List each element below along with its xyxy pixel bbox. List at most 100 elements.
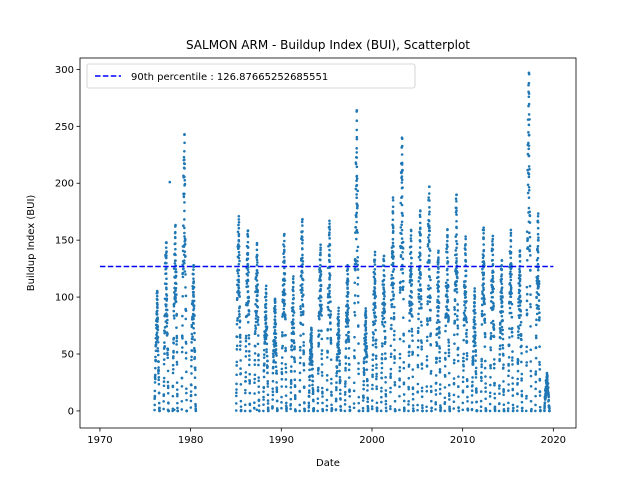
data-point (482, 237, 485, 241)
data-point (235, 322, 239, 326)
data-point (509, 289, 513, 293)
data-point (527, 231, 531, 235)
data-point (482, 228, 486, 232)
data-point (266, 385, 270, 388)
data-point (456, 276, 459, 280)
data-point (326, 329, 330, 332)
data-point (527, 102, 531, 106)
x-tick-label: 2000 (359, 435, 384, 446)
data-point (273, 304, 277, 308)
chart-title: SALMON ARM - Buildup Index (BUI), Scatte… (186, 38, 470, 52)
data-point (491, 240, 494, 243)
data-point (362, 373, 366, 377)
data-point (302, 363, 306, 367)
data-point (356, 283, 360, 286)
data-point (325, 356, 329, 359)
data-point (244, 380, 247, 383)
data-point (455, 206, 458, 210)
data-point (536, 262, 540, 266)
data-point (175, 381, 179, 384)
data-point (521, 406, 524, 410)
data-point (237, 223, 240, 227)
data-point (291, 301, 295, 305)
data-point (409, 245, 413, 248)
data-point (246, 303, 249, 307)
data-point (375, 401, 379, 405)
data-point (446, 301, 449, 304)
data-point (337, 337, 340, 340)
legend-box (86, 63, 416, 89)
data-point (517, 291, 521, 295)
data-point (429, 385, 433, 388)
data-point (380, 342, 384, 345)
data-point (245, 282, 249, 285)
data-point (290, 348, 294, 352)
data-point (528, 244, 532, 248)
data-point (453, 333, 456, 337)
y-tick-label: 250 (55, 122, 74, 133)
data-point (364, 313, 368, 317)
data-point (479, 399, 483, 403)
data-point (430, 406, 433, 410)
data-point (320, 337, 324, 341)
data-point (509, 239, 513, 243)
data-point (254, 326, 258, 330)
data-point (328, 237, 331, 240)
data-point (506, 407, 510, 410)
data-point (520, 389, 524, 393)
x-tick-label: 1980 (178, 435, 203, 446)
data-point (399, 226, 403, 229)
data-point (409, 267, 413, 271)
x-tick-label: 2020 (541, 435, 566, 446)
data-point (474, 370, 478, 373)
data-point (384, 392, 388, 396)
data-point (300, 286, 304, 290)
data-point (317, 329, 320, 332)
data-point (480, 379, 483, 383)
data-point (308, 374, 312, 378)
data-point (511, 403, 515, 407)
data-point (239, 372, 242, 375)
data-point (257, 363, 260, 367)
data-point (518, 279, 522, 283)
data-point (490, 321, 493, 325)
data-point (321, 401, 324, 405)
data-point (325, 398, 329, 402)
data-point (519, 320, 523, 324)
data-point (520, 360, 523, 364)
data-point (471, 357, 475, 361)
data-point (165, 324, 169, 328)
data-point (237, 256, 241, 260)
data-point (183, 192, 186, 196)
data-point (447, 338, 450, 342)
data-point (163, 330, 167, 334)
data-point (416, 353, 420, 357)
data-point (246, 290, 250, 294)
data-point (381, 344, 384, 348)
data-point (235, 360, 239, 364)
data-point (291, 306, 295, 309)
data-point (389, 344, 393, 348)
data-point (253, 344, 257, 348)
data-point (482, 254, 485, 258)
data-point (492, 287, 495, 291)
data-point (153, 403, 156, 407)
data-point (174, 247, 177, 251)
data-point (429, 390, 433, 394)
data-point (518, 267, 521, 271)
data-point (517, 336, 520, 340)
data-point (401, 240, 405, 244)
data-point (445, 312, 448, 315)
data-point (328, 292, 331, 295)
data-point (373, 292, 377, 295)
data-point (527, 172, 531, 176)
data-point (239, 399, 243, 403)
data-point (473, 326, 476, 330)
data-point (272, 354, 275, 358)
data-point (176, 392, 179, 396)
data-point (171, 385, 175, 389)
data-point (443, 400, 447, 404)
data-point (283, 239, 286, 243)
data-point (291, 322, 295, 325)
data-point (291, 285, 295, 289)
